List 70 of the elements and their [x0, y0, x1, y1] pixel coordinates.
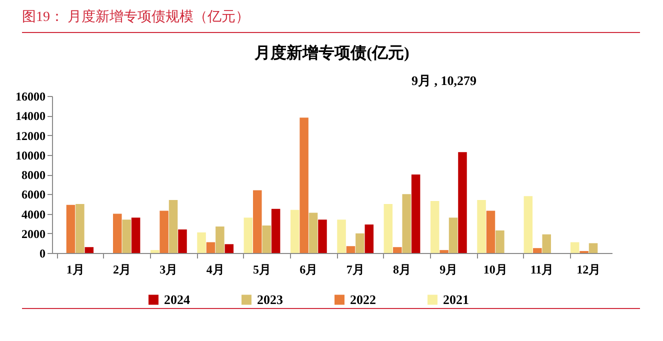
bar [318, 220, 327, 253]
bar [384, 204, 393, 253]
bar [168, 200, 178, 253]
bar [542, 234, 551, 253]
bar [262, 226, 271, 253]
legend-label: 2024 [164, 292, 190, 307]
x-tick-label: 6月 [300, 262, 318, 276]
bar [197, 232, 206, 253]
bar [66, 204, 76, 253]
x-tick-label: 11月 [530, 262, 554, 276]
bar [486, 210, 496, 253]
y-tick-label: 14000 [16, 109, 46, 124]
bar [496, 230, 504, 253]
y-tick-label: 6000 [22, 188, 46, 202]
bar [76, 204, 84, 253]
bar [448, 218, 458, 253]
bar [216, 226, 224, 253]
bar [300, 118, 308, 253]
bar [244, 218, 253, 253]
x-tick-label: 12月 [576, 262, 601, 276]
x-tick-label: 10月 [483, 262, 508, 276]
bar [411, 174, 420, 253]
bar [160, 210, 168, 253]
bar [440, 250, 448, 253]
y-tick-label: 0 [40, 246, 46, 260]
x-tick-label: 1月 [66, 262, 84, 276]
chart-subtitle: 月度新增专项债(亿元) [254, 43, 410, 62]
bar [178, 229, 187, 253]
legend-label: 2021 [443, 292, 469, 307]
bar [458, 152, 467, 253]
bar [570, 242, 580, 253]
x-tick-label: 9月 [440, 262, 458, 276]
bar [430, 200, 440, 253]
bar [346, 246, 356, 253]
y-tick-label: 16000 [16, 90, 46, 104]
text: 9月 , 10,279 [412, 73, 477, 88]
bar [356, 233, 364, 253]
bar [122, 220, 131, 253]
bar [524, 196, 533, 253]
bar [150, 250, 160, 253]
bar [337, 220, 346, 253]
x-tick-label: 3月 [160, 262, 178, 276]
bar [477, 200, 486, 253]
bar [290, 210, 300, 253]
x-tick-label: 8月 [393, 262, 411, 276]
legend-label: 2022 [350, 292, 376, 307]
x-tick-label: 5月 [253, 262, 271, 276]
x-tick-label: 4月 [206, 262, 224, 276]
bar [224, 244, 234, 253]
bar [588, 243, 598, 253]
bar [84, 247, 94, 253]
bar [364, 224, 374, 253]
y-tick-label: 2000 [22, 226, 46, 241]
bar [533, 248, 542, 253]
bar [393, 247, 402, 253]
y-tick-label: 8000 [22, 168, 46, 182]
x-tick-label: 2月 [113, 262, 131, 276]
y-tick-label: 12000 [16, 128, 46, 143]
bar [131, 218, 140, 253]
bar [402, 194, 411, 253]
x-tick-label: 7月 [346, 262, 364, 276]
bar [113, 214, 122, 253]
legend-label: 2023 [257, 292, 284, 307]
chart-title: 图19： 月度新增专项债规模（亿元） [22, 8, 640, 33]
y-tick-label: 10000 [16, 148, 46, 162]
bar [253, 190, 262, 253]
bar [206, 242, 216, 253]
bar [308, 212, 318, 253]
y-tick-label: 4000 [22, 207, 46, 222]
bar [271, 208, 280, 253]
